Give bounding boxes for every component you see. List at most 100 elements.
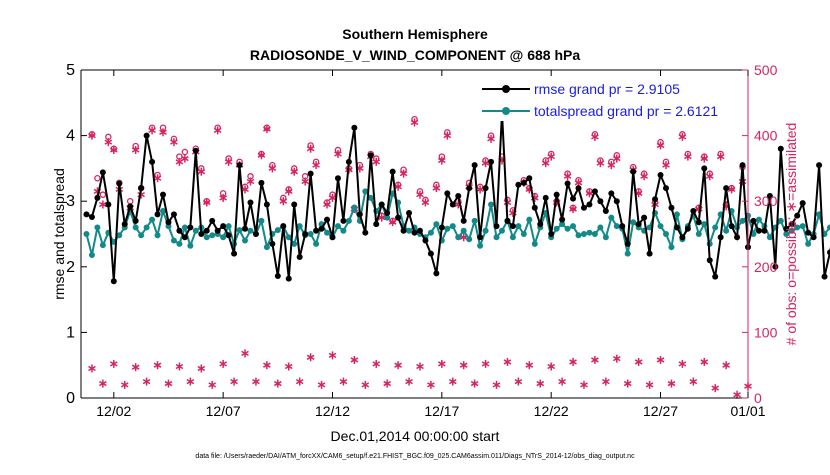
rmse-point <box>346 159 352 165</box>
rmse-point <box>466 185 472 191</box>
totalspread-point <box>89 252 95 258</box>
totalspread-point <box>565 226 571 232</box>
totalspread-point <box>472 218 478 224</box>
rmse-point <box>707 257 713 263</box>
y-tick-label-right: 400 <box>754 128 778 144</box>
rmse-point <box>373 221 379 227</box>
y-tick-label-left: 5 <box>66 62 75 79</box>
totalspread-point <box>94 224 100 230</box>
totalspread-point <box>264 244 270 250</box>
rmse-point <box>510 223 516 229</box>
rmse-point <box>729 223 735 229</box>
rmse-point <box>368 152 374 158</box>
rmse-point <box>204 228 210 234</box>
rmse-point <box>280 223 286 229</box>
totalspread-point <box>701 221 707 227</box>
rmse-point <box>548 231 554 237</box>
rmse-point <box>275 273 281 279</box>
rmse-point <box>182 234 188 240</box>
totalspread-point <box>466 236 472 242</box>
rmse-point <box>444 190 450 196</box>
rmse-point <box>690 208 696 214</box>
totalspread-point <box>488 201 494 207</box>
totalspread-point <box>335 223 341 229</box>
rmse-point <box>138 185 144 191</box>
rmse-point <box>816 162 822 168</box>
rmse-point <box>94 195 100 201</box>
totalspread-point <box>149 217 155 223</box>
rmse-point <box>718 234 724 240</box>
rmse-point <box>636 221 642 227</box>
legend-rmse-marker <box>502 85 510 93</box>
y-tick-label-left: 2 <box>66 259 75 276</box>
y-tick-label-right: 300 <box>754 193 778 209</box>
totalspread-point <box>155 232 161 238</box>
y-tick-label-right: 200 <box>754 259 778 275</box>
totalspread-point <box>176 241 182 247</box>
rmse-point <box>351 125 357 131</box>
y-axis-left-label: rmse and totalspread <box>51 168 67 300</box>
totalspread-point <box>494 234 500 240</box>
rmse-point <box>237 162 243 168</box>
rmse-point <box>734 234 740 240</box>
totalspread-point <box>444 226 450 232</box>
chart-title-line1: Southern Hemisphere <box>342 26 488 42</box>
totalspread-point <box>586 230 592 236</box>
rmse-point <box>329 234 335 240</box>
rmse-point <box>679 234 685 240</box>
rmse-point <box>641 215 647 221</box>
totalspread-point <box>483 228 489 234</box>
rmse-point <box>362 230 368 236</box>
rmse-point <box>740 162 746 168</box>
x-tick-label: 12/02 <box>96 403 131 419</box>
totalspread-point <box>138 232 144 238</box>
totalspread-point <box>614 223 620 229</box>
rmse-point <box>592 188 598 194</box>
rmse-point <box>625 241 631 247</box>
totalspread-point <box>313 241 319 247</box>
x-tick-label: 12/12 <box>315 403 350 419</box>
totalspread-point <box>242 238 248 244</box>
totalspread-point <box>275 227 281 233</box>
rmse-point <box>340 218 346 224</box>
rmse-point <box>379 201 385 207</box>
rmse-point <box>422 238 428 244</box>
rmse-point <box>253 231 259 237</box>
totalspread-point <box>521 231 527 237</box>
legend-spread-label: totalspread grand pr = 2.6121 <box>534 103 718 119</box>
rmse-point <box>258 180 264 186</box>
rmse-point <box>417 228 423 234</box>
totalspread-point <box>450 223 456 229</box>
rmse-point <box>160 192 166 198</box>
rmse-point <box>395 215 401 221</box>
rmse-point <box>187 224 193 230</box>
rmse-point <box>521 180 527 186</box>
rmse-point <box>89 214 95 220</box>
totalspread-point <box>696 231 702 237</box>
rmse-point <box>712 274 718 280</box>
rmse-point <box>439 224 445 230</box>
rmse-point <box>220 223 226 229</box>
totalspread-point <box>433 221 439 227</box>
y-tick-label-left: 1 <box>66 324 75 341</box>
totalspread-point <box>346 218 352 224</box>
totalspread-point <box>603 234 609 240</box>
rmse-point <box>537 221 543 227</box>
rmse-point <box>286 276 292 282</box>
rmse-point <box>412 230 418 236</box>
totalspread-point <box>592 231 598 237</box>
chart-title-line2: RADIOSONDE_V_WIND_COMPONENT @ 688 hPa <box>250 47 580 63</box>
totalspread-point <box>625 251 631 257</box>
rmse-point <box>215 228 221 234</box>
rmse-point <box>532 205 538 211</box>
rmse-point <box>357 211 363 217</box>
totalspread-point <box>193 228 199 234</box>
rmse-point <box>133 218 139 224</box>
y-tick-label-right: 500 <box>754 62 778 78</box>
x-tick-label: 12/17 <box>424 403 459 419</box>
rmse-point <box>603 208 609 214</box>
rmse-point <box>242 226 248 232</box>
totalspread-point <box>630 219 636 225</box>
totalspread-point <box>581 231 587 237</box>
rmse-point <box>171 211 177 217</box>
